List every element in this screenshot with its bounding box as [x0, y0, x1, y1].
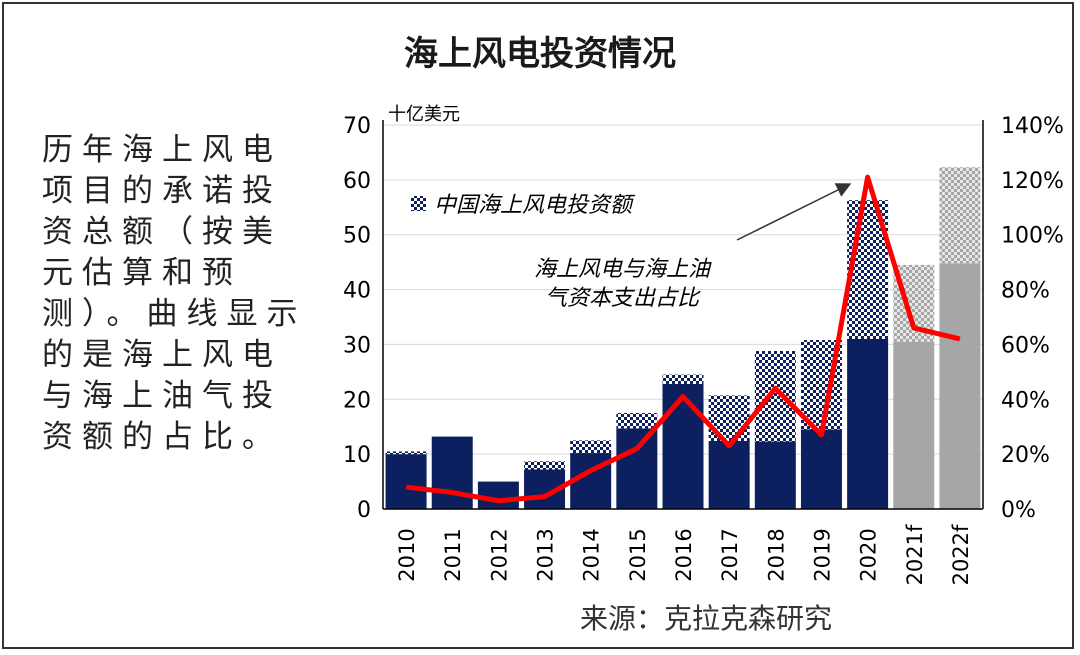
x-tick-label: 2017 — [718, 528, 742, 581]
bar-base — [939, 263, 981, 509]
legend-label: 中国海上风电投资额 — [434, 193, 636, 218]
y2-tick-label: 120% — [1001, 169, 1064, 194]
x-tick-label: 2021f — [903, 524, 927, 585]
x-tick-label: 2010 — [395, 528, 419, 581]
y2-tick-label: 100% — [1001, 224, 1064, 249]
bar-base — [893, 341, 935, 509]
bar-base — [616, 428, 658, 509]
y-tick-label: 50 — [343, 224, 371, 249]
annotation-arrow — [736, 183, 852, 241]
x-tick-label: 2015 — [626, 528, 650, 581]
source-note: 来源：克拉克森研究 — [580, 602, 833, 635]
legend: 中国海上风电投资额 — [411, 193, 636, 218]
axes: 0 10 20 30 40 50 60 70 0% 20% 40% 60% 80% 100% 120% 140… — [343, 114, 1064, 585]
y2-tick-label: 0% — [1001, 498, 1036, 523]
bar-china-segment — [662, 374, 704, 384]
share-line — [405, 174, 961, 504]
x-tick-label: 2019 — [810, 528, 834, 581]
bar-china-segment — [385, 451, 427, 455]
x-tick-label: 2022f — [949, 524, 973, 585]
bar-china-segment — [524, 461, 566, 470]
chart-description: 历年海上风电项目的承诺投资总额（按美元估算和预测）。曲线显示的是海上风电与海上油… — [42, 132, 307, 455]
bar-base — [477, 481, 519, 509]
bar-base — [847, 338, 889, 509]
x-tick-label: 2014 — [580, 528, 604, 581]
x-tick-label: 2018 — [764, 528, 788, 581]
bar-base — [708, 440, 750, 509]
bar-china-segment — [939, 167, 981, 264]
bar-china-segment — [616, 413, 658, 429]
bars — [385, 167, 981, 509]
y2-tick-label: 40% — [1001, 388, 1050, 413]
y-tick-label: 70 — [343, 114, 371, 139]
bar-base — [662, 383, 704, 509]
x-tick-label: 2013 — [534, 528, 558, 581]
annotation: 海上风电与海上油 气资本支出占比 — [534, 183, 852, 311]
legend-swatch — [411, 196, 426, 211]
bar-base — [385, 454, 427, 509]
x-tick-label: 2016 — [672, 528, 696, 581]
y-tick-label: 30 — [343, 333, 371, 358]
bar-china-segment — [570, 440, 612, 454]
annotation-line-2: 气资本支出占比 — [545, 286, 701, 311]
bar-base — [754, 441, 796, 509]
y-axis-unit-label: 十亿美元 — [388, 104, 460, 125]
y-tick-label: 60 — [343, 169, 371, 194]
x-tick-label: 2011 — [441, 528, 465, 581]
bar-base — [800, 429, 842, 509]
y2-tick-label: 60% — [1001, 333, 1050, 358]
bar-base — [431, 436, 473, 509]
y-tick-label: 40 — [343, 279, 371, 304]
annotation-line-1: 海上风电与海上油 — [534, 257, 712, 282]
x-tick-label: 2012 — [487, 528, 511, 581]
y2-tick-label: 80% — [1001, 279, 1050, 304]
y2-tick-label: 20% — [1001, 443, 1050, 468]
bar-china-segment — [754, 351, 796, 442]
x-tick-label: 2020 — [857, 528, 881, 581]
chart-title: 海上风电投资情况 — [404, 34, 676, 74]
y-tick-label: 20 — [343, 388, 371, 413]
y2-tick-label: 140% — [1001, 114, 1064, 139]
y-tick-label: 10 — [343, 443, 371, 468]
y-tick-label: 0 — [357, 498, 371, 523]
share-line-layer — [405, 174, 961, 504]
